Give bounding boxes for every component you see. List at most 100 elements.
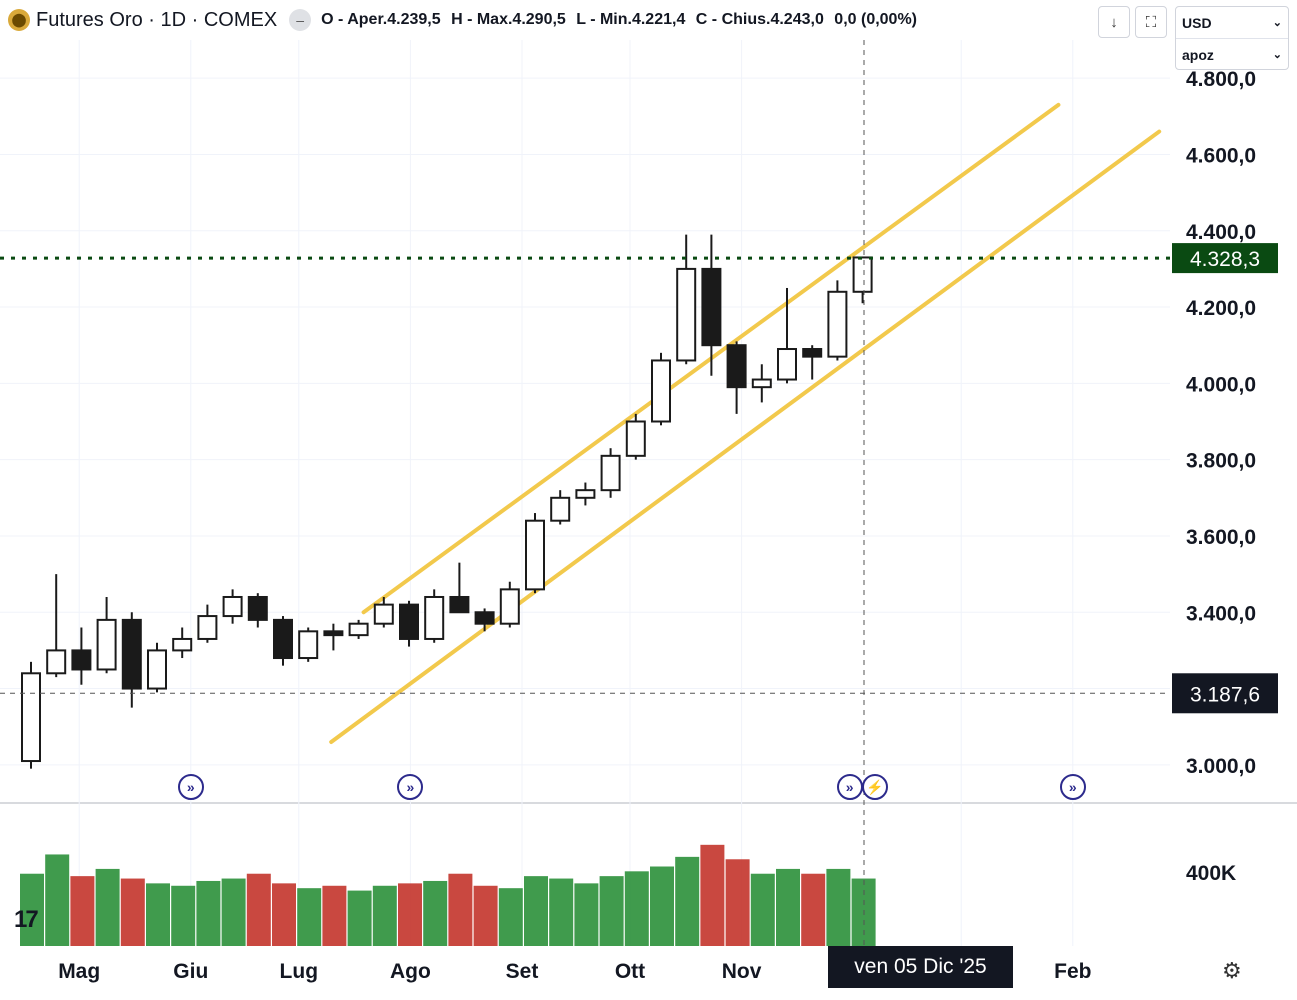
candle-down bbox=[802, 348, 823, 358]
ohlc-open: O - Aper.4.239,5 bbox=[321, 11, 441, 28]
volume-bar bbox=[45, 854, 70, 946]
candle bbox=[298, 627, 319, 662]
volume-bar bbox=[700, 844, 725, 946]
fullscreen-icon[interactable]: ⛶ bbox=[1135, 6, 1167, 38]
candle bbox=[348, 619, 369, 639]
chevron-down-icon: ⌄ bbox=[1272, 17, 1282, 29]
overlay-lines: 4.328,3 3.187,6 bbox=[0, 40, 1278, 946]
candle bbox=[399, 600, 419, 647]
volume-bar bbox=[473, 885, 498, 946]
volume-bar bbox=[448, 873, 473, 946]
candle bbox=[525, 513, 545, 594]
time-axis-label: Mag bbox=[58, 960, 100, 983]
ohlc-change: 0,0 (0,00%) bbox=[834, 11, 918, 28]
volume-bar bbox=[196, 880, 221, 946]
candle bbox=[71, 627, 92, 685]
candle-down bbox=[71, 649, 92, 671]
crosshair-date-label: ven 05 Dic '25 bbox=[828, 946, 1013, 988]
volume-bar bbox=[423, 880, 448, 946]
candle bbox=[46, 574, 67, 678]
candle-down bbox=[701, 267, 722, 347]
channel-line-upper bbox=[361, 102, 1061, 615]
candle bbox=[499, 581, 520, 628]
candle-down bbox=[121, 618, 142, 690]
candle-up bbox=[525, 519, 545, 591]
candle bbox=[147, 642, 167, 693]
candle-down bbox=[323, 630, 344, 637]
candle-up bbox=[222, 595, 243, 618]
arrow-down-icon[interactable]: ↓ bbox=[1098, 6, 1130, 38]
volume-bar bbox=[221, 878, 246, 946]
volume-axis-label: 400K bbox=[1186, 862, 1236, 885]
volume-bar bbox=[498, 888, 523, 946]
candle bbox=[96, 596, 117, 674]
candle-up bbox=[625, 420, 646, 457]
candle bbox=[121, 612, 142, 708]
candle bbox=[247, 593, 268, 628]
candle-up bbox=[499, 588, 520, 625]
fast-forward-icon[interactable]: » bbox=[1059, 774, 1086, 800]
volume-bar bbox=[171, 885, 196, 946]
last-price-label-box bbox=[1172, 243, 1278, 274]
volume-bar bbox=[776, 868, 800, 946]
volume-bar bbox=[347, 890, 372, 946]
candle bbox=[802, 345, 823, 380]
chart-header: ⬤ Futures Oro · 1D · COMEX – O - Aper.4.… bbox=[0, 0, 1170, 40]
fast-forward-icon[interactable]: » bbox=[177, 774, 204, 800]
fast-forward-icon[interactable]: » bbox=[397, 774, 424, 800]
ohlc-legend: O - Aper.4.239,5 H - Max.4.290,5 L - Min… bbox=[321, 11, 923, 29]
time-axis-label: Ott bbox=[615, 960, 645, 983]
tradingview-logo-icon: 17 bbox=[14, 906, 39, 933]
gear-icon[interactable]: ⚙ bbox=[1222, 958, 1242, 983]
last-price-label: 4.328,3 bbox=[1190, 248, 1260, 271]
price-tick-label: 3.000,0 bbox=[1186, 755, 1256, 778]
candle-up bbox=[348, 622, 369, 637]
time-axis-label: Set bbox=[506, 960, 539, 983]
candle-up bbox=[827, 290, 848, 358]
candle bbox=[273, 616, 293, 666]
candle-down bbox=[474, 611, 495, 625]
candle-up bbox=[46, 649, 67, 675]
candle-down bbox=[449, 595, 470, 614]
hide-legend-icon[interactable]: – bbox=[289, 9, 312, 31]
volume-bar bbox=[826, 868, 851, 946]
volume-bar bbox=[120, 878, 145, 946]
volume-bar bbox=[70, 876, 95, 946]
volume-bar bbox=[146, 883, 170, 946]
unit-select[interactable]: apoz ⌄ bbox=[1176, 39, 1288, 70]
currency-unit-selector[interactable]: USD ⌄ apoz ⌄ bbox=[1175, 6, 1289, 70]
candle-up bbox=[852, 256, 873, 293]
price-tick-label: 4.400,0 bbox=[1186, 221, 1256, 244]
candle bbox=[373, 596, 394, 628]
time-axis-label: Giu bbox=[173, 960, 208, 983]
price-tick-label: 4.800,0 bbox=[1186, 68, 1256, 91]
volume-bar bbox=[675, 856, 700, 946]
volume-bar bbox=[524, 876, 548, 946]
candle-up bbox=[676, 267, 697, 362]
candle bbox=[600, 448, 621, 498]
volume-bar bbox=[246, 873, 271, 946]
candle bbox=[575, 482, 596, 506]
currency-select[interactable]: USD ⌄ bbox=[1176, 7, 1288, 39]
fast-forward-icon[interactable]: » bbox=[836, 774, 863, 800]
volume-bar bbox=[272, 883, 296, 946]
candle bbox=[852, 256, 873, 304]
candle bbox=[676, 234, 697, 365]
candle bbox=[323, 623, 344, 651]
candle-up bbox=[21, 672, 41, 763]
lightning-icon[interactable]: ⚡ bbox=[861, 774, 888, 800]
candle-down bbox=[273, 618, 293, 660]
symbol-title[interactable]: Futures Oro · 1D · COMEX bbox=[36, 8, 278, 31]
candle-up bbox=[777, 348, 797, 381]
candle-up bbox=[424, 595, 445, 640]
gold-coin-icon: ⬤ bbox=[8, 9, 30, 31]
volume-bar bbox=[549, 878, 574, 946]
time-axis-label: Ago bbox=[390, 960, 431, 983]
price-axis: 3.000,0 3.400,0 3.600,0 3.800,0 4.000,0 4.200… bbox=[1186, 68, 1256, 885]
crosshair-price-label: 3.187,6 bbox=[1190, 683, 1260, 706]
candle-down bbox=[399, 603, 419, 640]
candle-up bbox=[147, 649, 167, 690]
candle bbox=[21, 661, 41, 769]
candle bbox=[777, 287, 797, 384]
